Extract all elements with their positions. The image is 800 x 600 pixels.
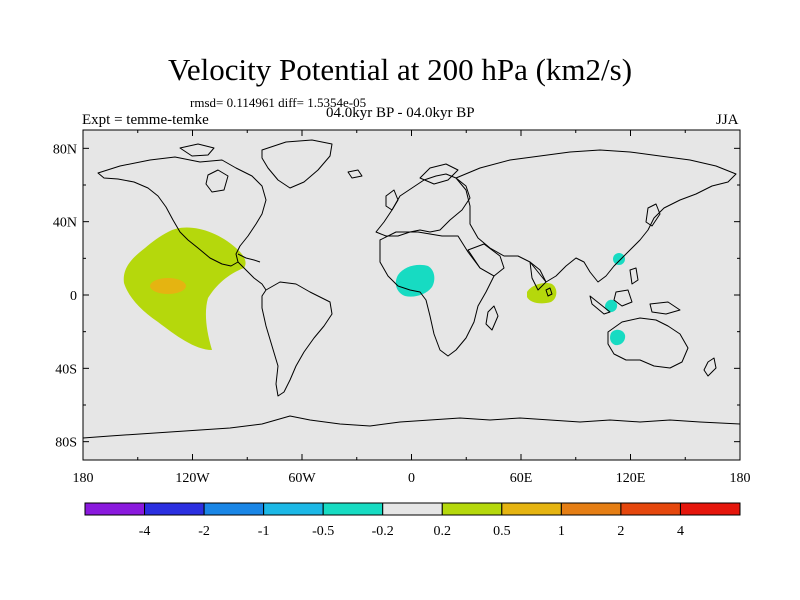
anomaly-australia-negative — [610, 329, 626, 346]
lon-label: 120E — [616, 471, 646, 486]
lon-label: 60E — [510, 471, 533, 486]
colorbar-label: -2 — [198, 524, 210, 539]
colorbar-label: 1 — [558, 524, 565, 539]
colorbar-swatch — [263, 502, 324, 516]
coast-japan — [645, 203, 661, 227]
coast-gulf-mexico — [237, 253, 261, 263]
lon-label: 180 — [730, 471, 751, 486]
colorbar-swatch — [441, 502, 503, 516]
experiment-label: Expt = temme-temke — [82, 112, 209, 128]
lat-label: 40S — [55, 362, 77, 377]
colorbar-swatch — [382, 502, 443, 516]
coast-new-zealand — [703, 357, 717, 377]
coast-new-guinea — [649, 301, 681, 315]
colorbar-swatch — [501, 502, 562, 516]
coast-antarctica — [83, 415, 740, 439]
coast-asia — [455, 149, 737, 283]
coast-central-america — [237, 261, 267, 291]
coast-arctic-islands — [179, 143, 215, 157]
coast-north-america — [97, 156, 267, 267]
colorbar-swatch — [84, 502, 146, 516]
coast-africa — [379, 231, 495, 357]
anomaly-east-pacific-core — [150, 278, 186, 294]
season-label: JJA — [716, 112, 739, 128]
coast-india — [529, 261, 547, 291]
lon-label: 60W — [288, 471, 316, 486]
lat-label: 80N — [53, 142, 77, 157]
colorbar-swatch — [620, 502, 681, 516]
colorbar-label: -1 — [258, 524, 270, 539]
coast-madagascar — [485, 305, 499, 331]
coast-arabia — [467, 243, 505, 277]
colorbar-swatch — [144, 502, 205, 516]
coastlines — [83, 139, 740, 439]
colorbar-label: 0.2 — [434, 524, 452, 539]
coast-hudson-bay — [205, 169, 229, 193]
longitude-axis: 180 120W 60W 0 60E 120E 180 — [73, 130, 751, 486]
anomaly-maritime-continent-negative — [605, 299, 618, 313]
coast-australia — [607, 317, 689, 369]
coast-sri-lanka — [545, 287, 553, 297]
coast-borneo — [613, 289, 633, 307]
colorbar-swatch — [560, 502, 622, 516]
latitude-axis: 80N 40N 0 40S 80S — [53, 142, 740, 451]
lat-label: 0 — [70, 289, 77, 304]
colorbar-labels: -4 -2 -1 -0.5 -0.2 0.2 0.5 1 2 4 — [139, 524, 684, 539]
coast-philippines — [629, 267, 639, 285]
coast-scandinavia — [419, 163, 459, 185]
lat-label: 80S — [55, 436, 77, 451]
coast-iceland — [347, 169, 363, 179]
colorbar-label: -0.5 — [312, 524, 334, 539]
lon-label: 0 — [408, 471, 415, 486]
colorbar-label: -0.2 — [372, 524, 394, 539]
lon-label: 120W — [175, 471, 210, 486]
colorbar-label: 2 — [617, 524, 624, 539]
lat-label: 40N — [53, 216, 77, 231]
colorbar-swatch — [322, 502, 384, 516]
coast-greenland — [261, 139, 333, 189]
colorbar-swatch — [679, 502, 741, 516]
lon-label: 180 — [73, 471, 94, 486]
colorbar-label: -4 — [139, 524, 151, 539]
coast-sumatra — [589, 295, 611, 315]
colorbar — [84, 502, 741, 516]
stats-subtitle: rmsd= 0.114961 diff= 1.5354e-05 — [190, 95, 367, 110]
colorbar-label: 4 — [677, 524, 684, 539]
anomaly-south-china-negative — [613, 253, 625, 265]
colorbar-swatch — [203, 502, 265, 516]
period-label: 04.0kyr BP - 04.0kyr BP — [326, 105, 475, 121]
coast-british-isles — [385, 189, 399, 211]
colorbar-label: 0.5 — [493, 524, 511, 539]
coast-south-america — [261, 281, 333, 397]
map-title: Velocity Potential at 200 hPa (km2/s) — [167, 52, 633, 87]
